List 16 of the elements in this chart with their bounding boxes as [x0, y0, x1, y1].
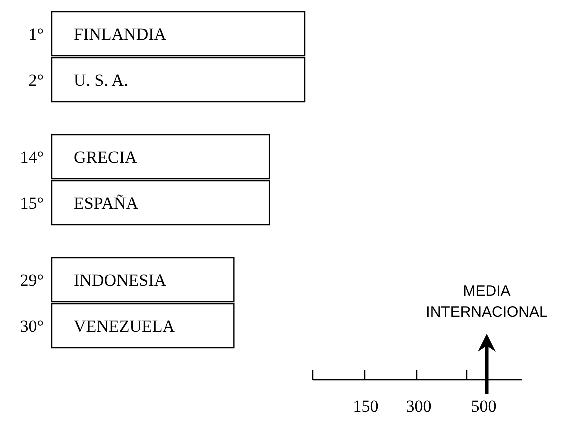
y-tick-label: FINLANDIA	[74, 25, 168, 44]
text: MEDIA INTERNACIONAL	[426, 283, 548, 321]
text: 150	[353, 397, 379, 416]
text: 15°	[20, 194, 44, 213]
text: 14°	[20, 148, 44, 167]
y-tick-label: ESPAÑA	[74, 194, 140, 213]
text: 1°	[28, 25, 44, 44]
text: 30°	[20, 317, 44, 336]
y-tick-label: INDONESIA	[74, 271, 168, 290]
y-tick-label: GRECIA	[74, 148, 138, 167]
text: 2°	[28, 71, 44, 90]
y-tick-label: U. S. A.	[74, 71, 128, 90]
text: 500	[471, 397, 497, 416]
text: 300	[406, 397, 432, 416]
text: 29°	[20, 271, 44, 290]
y-tick-label: VENEZUELA	[74, 317, 176, 336]
